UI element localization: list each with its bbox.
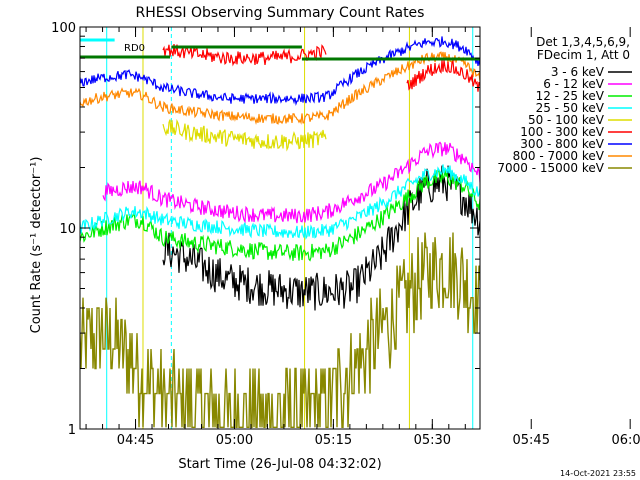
x-tick-labels: 04:45 05:00 05:15 05:30 05:45 06:00: [117, 433, 640, 448]
x-tick-label: 05:00: [216, 433, 253, 448]
series-100-300-kev: [162, 44, 480, 92]
series-12-25-kev: [80, 169, 480, 262]
legend-label: 12 - 25 keV: [536, 89, 605, 103]
x-tick-label: 05:15: [315, 433, 352, 448]
attenuator-bars: [80, 38, 480, 61]
x-tick-label: 06:00: [611, 433, 640, 448]
x-tick-label: 05:30: [414, 433, 451, 448]
series-line: [162, 44, 480, 92]
attenuator-label: RD0: [124, 43, 145, 54]
y-tick-label: 1: [68, 423, 76, 438]
legend-label: 800 - 7000 keV: [513, 149, 605, 163]
legend-item: 12 - 25 keV: [536, 89, 632, 103]
legend-header-line-2: FDecim 1, Att 0: [537, 48, 630, 62]
series-line: [162, 118, 327, 152]
legend: Det 1,3,4,5,6,9, FDecim 1, Att 0 3 - 6 k…: [497, 35, 632, 175]
y-tick-label: 10: [59, 222, 76, 237]
x-tick-label: 05:45: [513, 433, 550, 448]
legend-label: 50 - 100 keV: [528, 113, 605, 127]
legend-label: 3 - 6 keV: [551, 65, 605, 79]
legend-item: 50 - 100 keV: [528, 113, 632, 127]
legend-label: 7000 - 15000 keV: [497, 161, 604, 175]
series-line: [102, 141, 480, 224]
series-group: [80, 36, 480, 428]
y-tick-label: 100: [51, 21, 76, 36]
x-tick-label: 04:45: [117, 433, 154, 448]
legend-item: 6 - 12 keV: [543, 77, 632, 91]
series-line: [80, 169, 480, 262]
series-800-7000-kev: [80, 51, 480, 125]
series-line: [80, 51, 480, 125]
series-7000-15000-kev: [80, 232, 480, 428]
legend-label: 100 - 300 keV: [520, 125, 604, 139]
legend-item: 7000 - 15000 keV: [497, 161, 632, 175]
footer-timestamp: 14-Oct-2021 23:55: [560, 469, 636, 478]
y-tick-labels: 1 10 100: [51, 21, 76, 438]
legend-label: 25 - 50 keV: [536, 101, 605, 115]
series-25-50-kev: [80, 164, 480, 240]
legend-item: 800 - 7000 keV: [513, 149, 632, 163]
series-6-12-kev: [102, 141, 480, 224]
legend-label: 6 - 12 keV: [543, 77, 605, 91]
x-axis-label: Start Time (26-Jul-08 04:32:02): [178, 457, 381, 472]
legend-label: 300 - 800 keV: [520, 137, 604, 151]
chart-title: RHESSI Observing Summary Count Rates: [136, 5, 425, 21]
series-300-800-kev: [80, 36, 480, 107]
legend-item: 100 - 300 keV: [520, 125, 632, 139]
series-50-100-kev: [162, 118, 327, 152]
series-line: [80, 36, 480, 107]
legend-item: 25 - 50 keV: [536, 101, 632, 115]
legend-item: 3 - 6 keV: [551, 65, 632, 79]
y-axis-label: Count Rate (s⁻¹ detector⁻¹): [29, 157, 44, 334]
legend-header-line-1: Det 1,3,4,5,6,9,: [536, 35, 630, 49]
series-line: [80, 232, 480, 428]
legend-item: 300 - 800 keV: [520, 137, 632, 151]
series-line: [80, 164, 480, 240]
axis-ticks: [80, 26, 631, 430]
